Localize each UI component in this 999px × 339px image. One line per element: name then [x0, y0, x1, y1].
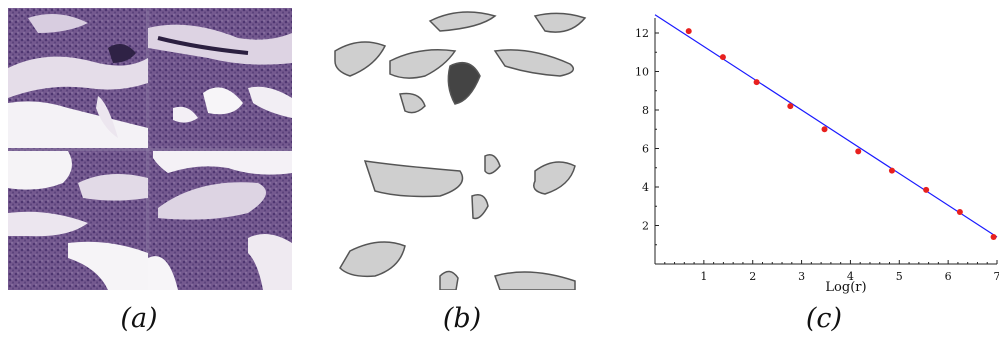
x-tick-label: 6	[945, 270, 952, 283]
caption-a: (a)	[109, 303, 169, 334]
x-tick-label: 3	[798, 270, 805, 283]
data-point	[720, 54, 726, 60]
x-tick-label: 1	[700, 270, 707, 283]
y-tick-label: 6	[642, 143, 649, 156]
x-tick-label: 5	[896, 270, 903, 283]
caption-c: (c)	[794, 303, 854, 334]
x-tick-label: 7	[994, 270, 999, 283]
y-tick-label: 10	[635, 66, 649, 79]
data-point	[822, 126, 828, 132]
x-tick-label: 4	[847, 270, 854, 283]
data-point	[855, 148, 861, 154]
data-point	[686, 28, 692, 34]
fit-line	[655, 15, 997, 237]
data-point	[754, 79, 760, 85]
segmented-bone-panel	[330, 6, 590, 290]
x-axis-label: Log(r)	[825, 280, 866, 295]
data-point	[787, 103, 793, 109]
data-point	[889, 168, 895, 174]
histology-image	[8, 8, 292, 290]
histology-micrograph-panel	[8, 8, 292, 290]
y-tick-label: 4	[642, 181, 649, 194]
caption-b: (b)	[432, 303, 492, 334]
y-tick-label: 8	[642, 104, 649, 117]
data-point	[923, 187, 929, 193]
y-tick-label: 2	[642, 220, 649, 233]
y-tick-label: 12	[635, 27, 649, 40]
plot-axes	[655, 18, 997, 264]
x-tick-label: 2	[749, 270, 756, 283]
data-points	[686, 28, 997, 240]
segmented-image	[330, 6, 590, 290]
data-point	[957, 209, 963, 215]
data-point	[991, 234, 997, 240]
